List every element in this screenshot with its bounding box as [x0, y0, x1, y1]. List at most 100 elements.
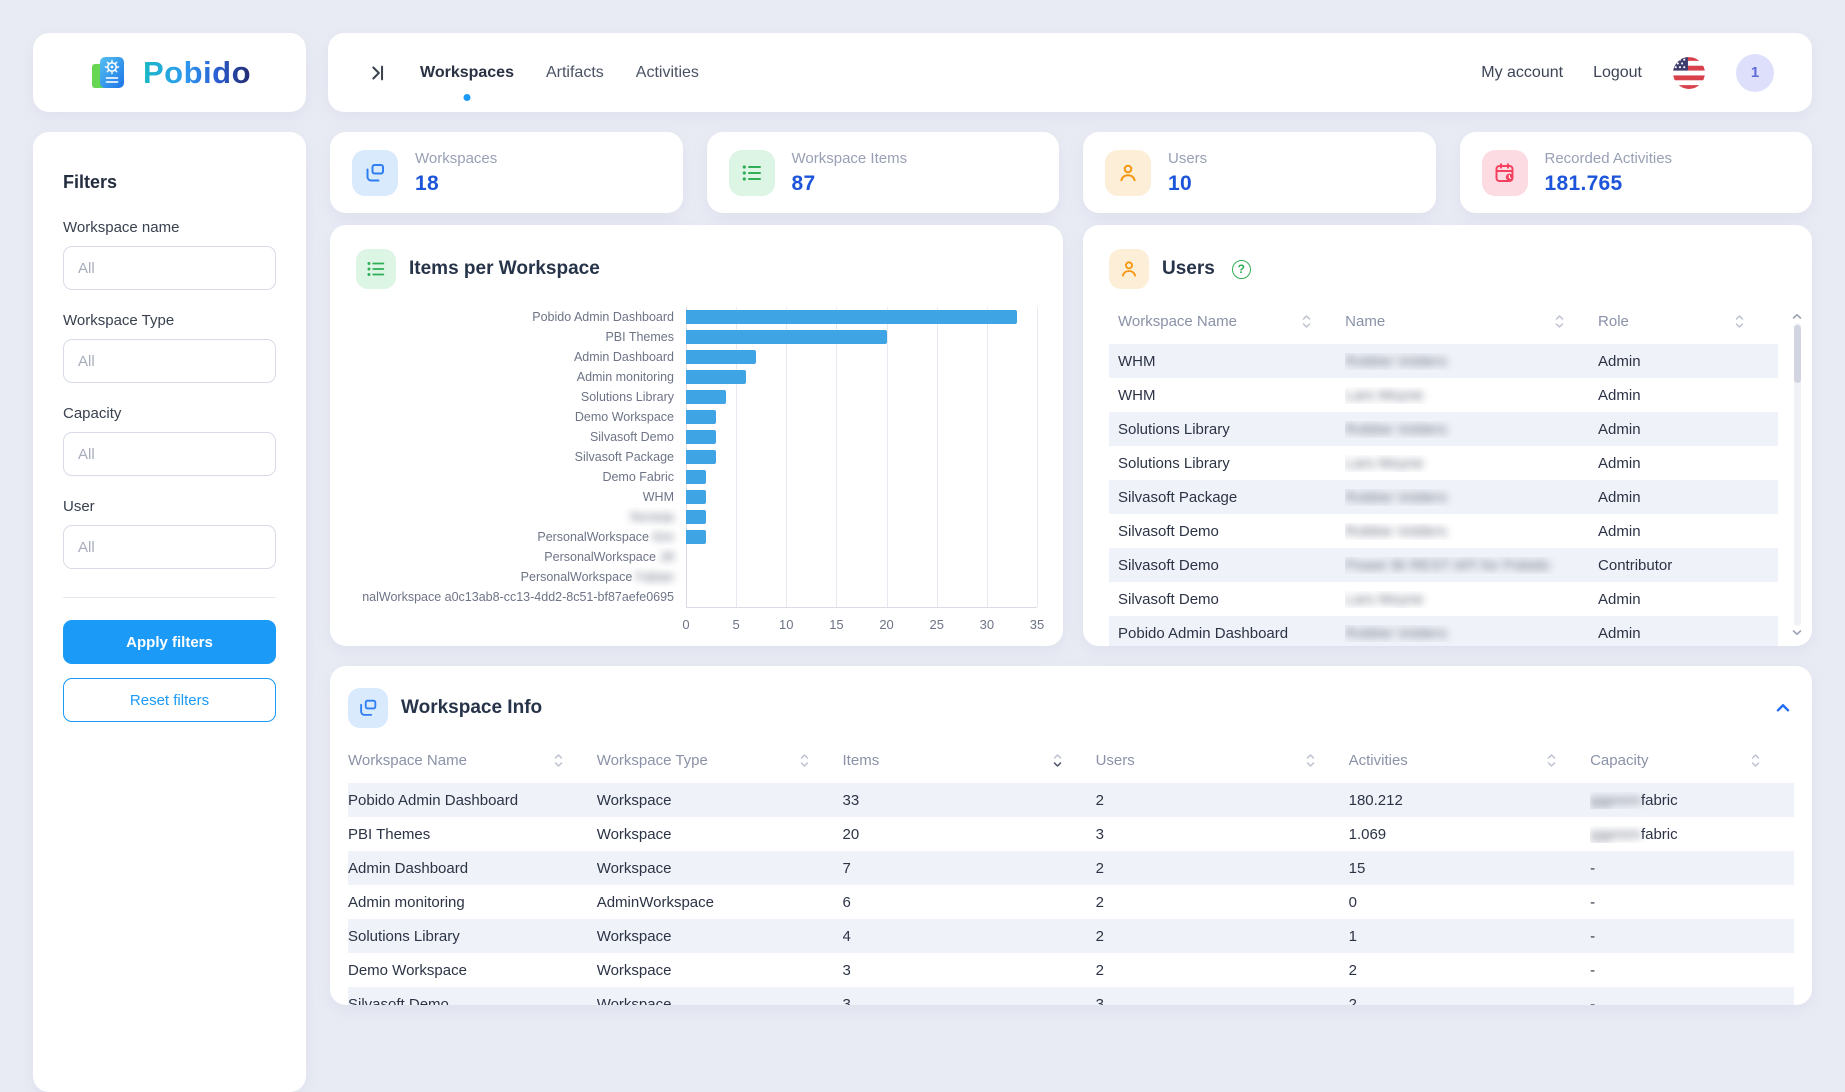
app-logo-icon: [91, 56, 124, 88]
user-avatar[interactable]: 1: [1736, 53, 1774, 92]
cell-capacity: -: [1590, 927, 1596, 945]
chart-bar: [686, 410, 717, 424]
chart-category-label: PersonalWorkspace Kim: [537, 530, 674, 544]
collapse-sidebar-icon[interactable]: [366, 62, 388, 84]
scroll-up-icon[interactable]: [1792, 313, 1802, 320]
chart-bar-row: [686, 447, 1037, 467]
workspace-info-row[interactable]: Solutions Library Workspace 4 2 1 -: [348, 919, 1794, 953]
axis-tick-label: 25: [929, 617, 944, 632]
apply-filters-button[interactable]: Apply filters: [63, 620, 276, 664]
column-header-activities[interactable]: Activities: [1349, 752, 1590, 769]
items-per-workspace-panel: Items per Workspace Pobido Admin Dashboa…: [330, 225, 1063, 646]
column-label: Items: [842, 752, 880, 769]
reset-filters-button[interactable]: Reset filters: [63, 678, 276, 722]
chevron-up-icon[interactable]: [1772, 697, 1794, 719]
sort-icon[interactable]: [554, 753, 563, 768]
cell-workspace-type: AdminWorkspace: [596, 893, 714, 911]
column-header-users[interactable]: Users: [1096, 752, 1349, 769]
column-header-workspace-name[interactable]: Workspace Name: [1109, 313, 1345, 330]
cell-users: 2: [1095, 961, 1104, 979]
filter-user: User: [63, 498, 276, 569]
cell-capacity: -: [1590, 961, 1596, 979]
workspace-info-row[interactable]: Admin Dashboard Workspace 7 2 15 -: [348, 851, 1794, 885]
tab-artifacts[interactable]: Artifacts: [545, 63, 604, 81]
chart-category-label: nalWorkspace a0c13ab8-cc13-4dd2-8c51-bf8…: [362, 590, 674, 604]
active-tab-indicator: [463, 93, 471, 101]
question-circle-icon[interactable]: ?: [1231, 259, 1251, 279]
filters-title: Filters: [63, 172, 118, 192]
workspace-info-row[interactable]: Admin monitoring AdminWorkspace 6 2 0 -: [348, 885, 1794, 919]
cell-workspace-type: Workspace: [596, 825, 672, 843]
users-table-row[interactable]: Silvasoft Demo Power BI REST API for Pobi…: [1109, 548, 1778, 582]
stat-value: 87: [791, 171, 816, 195]
language-flag-icon[interactable]: [1672, 56, 1706, 90]
users-table-row[interactable]: Solutions Library Lars Moyne Admin: [1109, 446, 1778, 480]
app-logo[interactable]: Pobido: [33, 33, 306, 112]
cell-workspace-type: Workspace: [596, 859, 672, 877]
scrollbar-track[interactable]: [1793, 323, 1801, 626]
sort-icon[interactable]: [1306, 753, 1315, 768]
sort-icon[interactable]: [800, 753, 809, 768]
list-icon: [356, 249, 396, 289]
capacity-input[interactable]: [63, 432, 276, 476]
scroll-down-icon[interactable]: [1792, 629, 1802, 636]
top-bar: Pobido Workspaces Artifacts Activities My …: [0, 0, 1845, 112]
users-table-row[interactable]: WHM Robbie Volders Admin: [1109, 344, 1778, 378]
column-label: Workspace Name: [1118, 313, 1237, 330]
column-header-role[interactable]: Role: [1598, 313, 1778, 330]
cell-workspace-name: Solutions Library: [1118, 420, 1230, 438]
tab-workspaces[interactable]: Workspaces: [418, 62, 516, 101]
workspace-info-rows: Pobido Admin Dashboard Workspace 33 2 180.21…: [348, 783, 1794, 1005]
column-header-workspace-name[interactable]: Workspace Name: [348, 752, 597, 769]
sort-icon[interactable]: [1555, 314, 1564, 329]
users-table-row[interactable]: Silvasoft Package Robbie Volders Admin: [1109, 480, 1778, 514]
users-table-row[interactable]: Solutions Library Robbie Volders Admin: [1109, 412, 1778, 446]
chart-category-label: Pobido Admin Dashboard: [532, 310, 674, 324]
cell-workspace-type: Workspace: [596, 927, 672, 945]
workspace-type-input[interactable]: [63, 339, 276, 383]
users-table-row[interactable]: Pobido Admin Dashboard Robbie Volders Admi…: [1109, 616, 1778, 646]
cell-role: Admin: [1598, 624, 1641, 642]
filter-label: Workspace Type: [63, 312, 175, 329]
gridline: [736, 307, 738, 607]
column-header-items[interactable]: Items: [843, 752, 1096, 769]
column-header-name[interactable]: Name: [1345, 313, 1598, 330]
user-input[interactable]: [63, 525, 276, 569]
sort-icon[interactable]: [1735, 314, 1744, 329]
chart-bar: [686, 390, 727, 404]
my-account-link[interactable]: My account: [1481, 63, 1564, 81]
gridline: [786, 307, 788, 607]
cell-items: 3: [842, 995, 851, 1006]
users-table-row[interactable]: WHM Lars Moyne Admin: [1109, 378, 1778, 412]
column-header-capacity[interactable]: Capacity: [1590, 752, 1794, 769]
logout-link[interactable]: Logout: [1593, 63, 1642, 81]
sort-icon-descending[interactable]: [1053, 753, 1062, 768]
workspace-info-row[interactable]: Silvasoft Demo Workspace 3 3 2 -: [348, 987, 1794, 1005]
tab-activities[interactable]: Activities: [635, 63, 699, 81]
filter-label: User: [63, 498, 95, 515]
column-header-workspace-type[interactable]: Workspace Type: [597, 752, 843, 769]
cell-activities: 0: [1348, 893, 1357, 911]
cell-items: 6: [842, 893, 851, 911]
cell-user-name: Lars Moyne: [1345, 590, 1424, 608]
users-scrollbar[interactable]: [1791, 313, 1803, 636]
sort-icon[interactable]: [1751, 753, 1760, 768]
gridline: [836, 307, 838, 607]
scrollbar-thumb[interactable]: [1793, 325, 1801, 383]
sort-icon[interactable]: [1302, 314, 1311, 329]
workspace-info-row[interactable]: Demo Workspace Workspace 3 2 2 -: [348, 953, 1794, 987]
workspace-info-panel: Workspace Info Workspace Name Workspace …: [330, 666, 1812, 1005]
users-table-row[interactable]: Silvasoft Demo Lars Moyne Admin: [1109, 582, 1778, 616]
axis-spacer: [356, 608, 686, 638]
chart-bar-row: [686, 507, 1037, 527]
users-table-row[interactable]: Silvasoft Demo Robbie Volders Admin: [1109, 514, 1778, 548]
stat-label: Workspaces: [415, 149, 498, 167]
chart-category-label: PBI Themes: [605, 330, 674, 344]
cell-workspace-name: Solutions Library: [1118, 454, 1230, 472]
workspace-info-row[interactable]: PBI Themes Workspace 20 3 1.069 ggpremfabric: [348, 817, 1794, 851]
cell-user-name: Robbie Volders: [1345, 352, 1447, 370]
chart-bar: [686, 330, 887, 344]
workspace-info-row[interactable]: Pobido Admin Dashboard Workspace 33 2 180.21…: [348, 783, 1794, 817]
workspace-name-input[interactable]: [63, 246, 276, 290]
sort-icon[interactable]: [1547, 753, 1556, 768]
